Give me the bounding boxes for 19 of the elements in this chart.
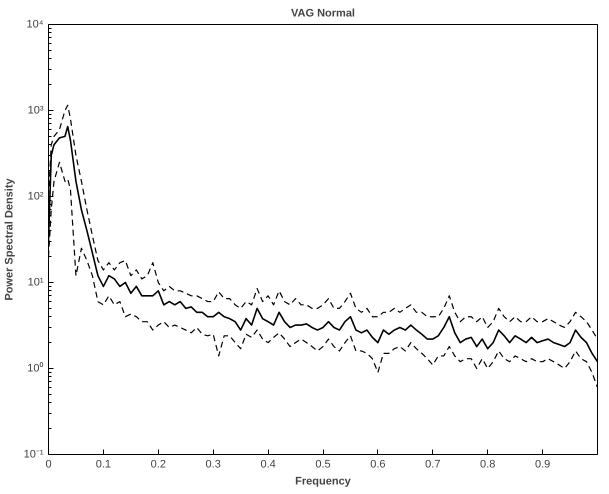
x-tick-label: 0.1 xyxy=(96,458,112,470)
y-axis-title: Power Spectral Density xyxy=(4,177,16,301)
x-tick-label: 0.7 xyxy=(425,458,440,470)
x-tick-label: 0 xyxy=(45,458,52,470)
y-tick-label: 10¹ xyxy=(28,276,44,288)
y-tick-label: 10³ xyxy=(28,104,44,116)
y-tick-label: 10⁻¹ xyxy=(24,448,44,460)
x-tick-label: 0.9 xyxy=(534,458,550,470)
x-tick-label: 0.6 xyxy=(370,458,386,470)
x-tick-label: 0.4 xyxy=(260,458,276,470)
x-tick-label: 0.5 xyxy=(315,458,331,470)
y-tick-label: 10⁰ xyxy=(27,362,44,374)
y-tick-label: 10² xyxy=(28,190,44,202)
x-tick-label: 0.8 xyxy=(480,458,496,470)
chart-title: VAG Normal xyxy=(291,8,355,20)
x-tick-label: 0.3 xyxy=(206,458,221,470)
x-axis-title: Frequency xyxy=(295,476,352,488)
y-tick-label: 10⁴ xyxy=(26,18,44,30)
x-tick-label: 0.2 xyxy=(150,458,166,470)
